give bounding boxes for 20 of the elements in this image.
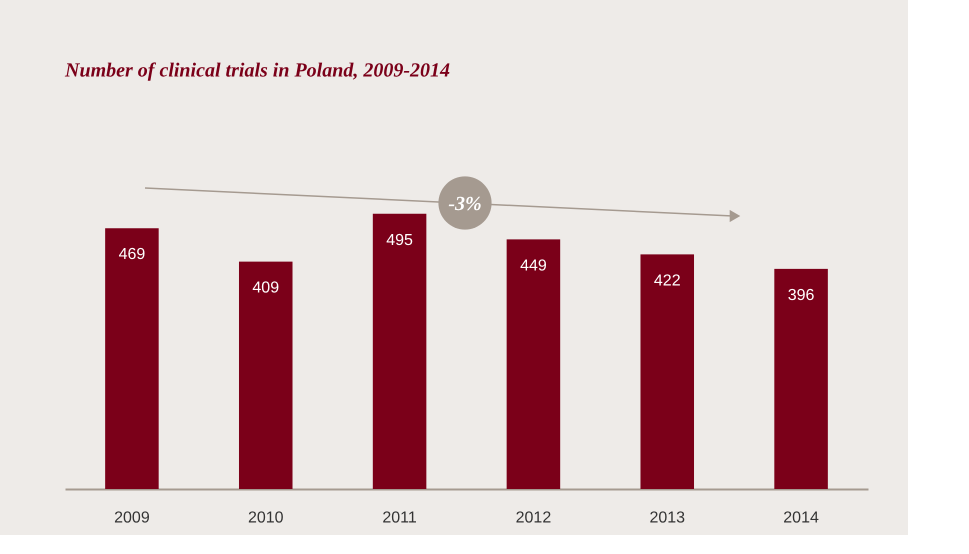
x-tick-label: 2013: [649, 510, 686, 526]
bar: [506, 239, 560, 489]
x-tick-label: 2011: [382, 510, 417, 526]
data-label: 396: [788, 286, 815, 304]
bar: [774, 268, 828, 489]
x-tick-label: 2014: [783, 510, 819, 526]
bar: [372, 214, 426, 489]
bar: [238, 262, 293, 489]
bar: [105, 228, 159, 489]
chart-title: Number of clinical trials in Poland, 2009-2014: [64, 59, 450, 82]
data-label: 449: [520, 257, 547, 274]
x-tick-label: 2010: [248, 510, 284, 526]
annotation: -3%: [448, 193, 482, 215]
data-label: 409: [252, 280, 280, 297]
data-label: 422: [654, 272, 681, 290]
x-tick-label: 2009: [114, 510, 150, 526]
data-label: 495: [386, 232, 414, 249]
bar: [640, 254, 694, 489]
data-label: 469: [118, 246, 146, 264]
x-tick-label: 2012: [516, 510, 552, 526]
